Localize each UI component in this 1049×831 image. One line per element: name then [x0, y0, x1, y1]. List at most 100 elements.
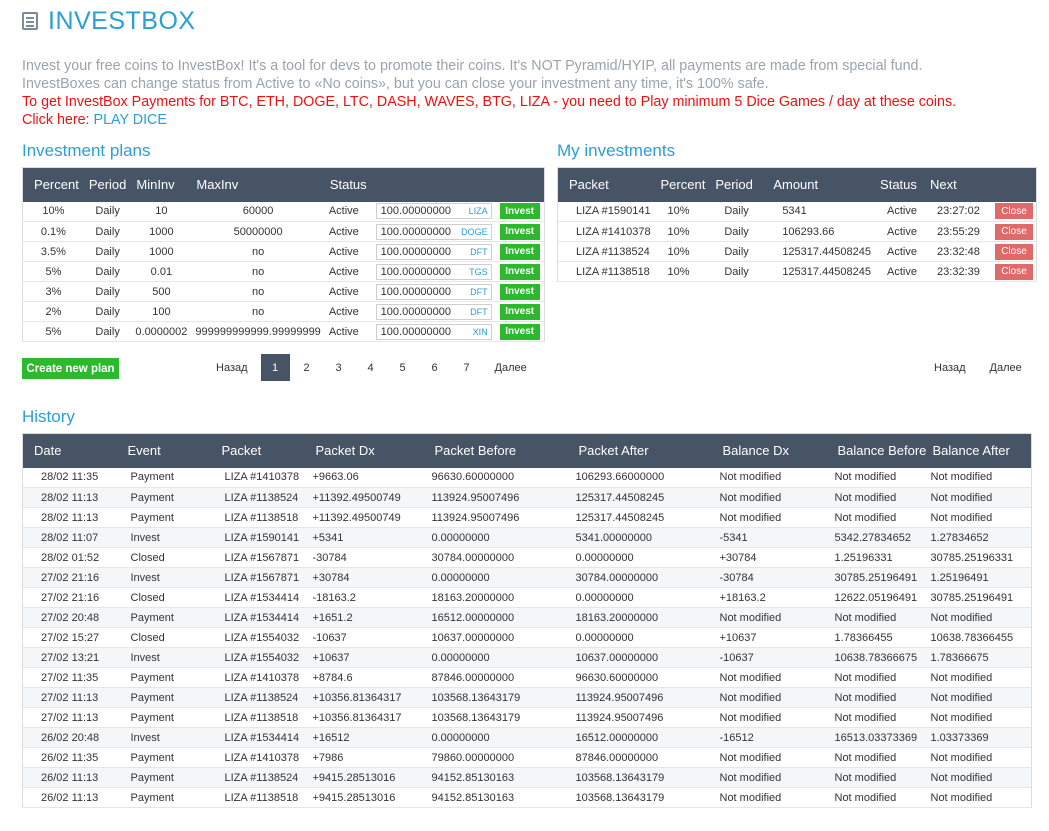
- plan-mininv: 10: [131, 201, 192, 222]
- history-col-event: Event: [116, 433, 211, 468]
- history-balance-before: 1.78366455: [826, 627, 929, 648]
- history-balance-after: Not modified: [928, 767, 1032, 788]
- invest-button[interactable]: Invest: [499, 303, 540, 320]
- history-balance-before: 12622.05196491: [826, 587, 929, 608]
- history-balance-after: Not modified: [928, 467, 1032, 488]
- history-packet-dx: +5341: [304, 527, 424, 548]
- plan-coin-label: DFT: [470, 246, 488, 257]
- history-table: Date Event Packet Packet Dx Packet Befor…: [22, 433, 1032, 808]
- history-balance-before: Not modified: [826, 507, 929, 528]
- close-investment-button[interactable]: Close: [995, 243, 1033, 260]
- plans-pagination: Назад 1 2 3 4 5 6 7 Далее: [204, 354, 539, 381]
- plan-period: Daily: [83, 321, 132, 342]
- history-event: Payment: [116, 687, 211, 708]
- my-investments-table: Packet Percent Period Amount Status Next…: [557, 167, 1037, 282]
- history-row: 27/02 11:13 Payment LIZA #1138518 +10356.81…: [22, 707, 1032, 728]
- history-packet-before: 0.00000000: [423, 567, 568, 588]
- history-event: Payment: [116, 747, 211, 768]
- intro-line-4: Click here: PLAY DICE: [22, 111, 1022, 129]
- plans-page-3[interactable]: 3: [335, 361, 342, 374]
- plan-amount-input[interactable]: [376, 225, 457, 238]
- history-event: Closed: [116, 547, 211, 568]
- plan-percent: 5%: [22, 321, 84, 342]
- my-col-packet: Packet: [557, 167, 656, 202]
- history-balance-dx: Not modified: [711, 707, 827, 728]
- invest-button[interactable]: Invest: [499, 263, 540, 280]
- plan-maxinv: 999999999999.99999999: [191, 321, 325, 342]
- plans-page-5[interactable]: 5: [399, 361, 406, 374]
- invest-button[interactable]: Invest: [499, 323, 540, 340]
- plan-amount-input[interactable]: [376, 205, 457, 218]
- history-packet-after: 10637.00000000: [567, 647, 712, 668]
- investment-action-cell: Close: [987, 241, 1037, 262]
- invest-button[interactable]: Invest: [499, 223, 540, 240]
- plan-amount-cell: XIN: [371, 321, 496, 342]
- history-row: 27/02 15:27 Closed LIZA #1554032 -10637 1063…: [22, 627, 1032, 648]
- play-dice-link[interactable]: PLAY DICE: [93, 112, 167, 128]
- close-investment-button[interactable]: Close: [995, 223, 1033, 240]
- plan-amount-input[interactable]: [376, 245, 457, 258]
- plan-status: Active: [324, 241, 372, 262]
- history-packet-dx: +1651.2: [304, 607, 424, 628]
- plans-pager-next[interactable]: Далее: [494, 361, 527, 374]
- history-packet-dx: -10637: [304, 627, 424, 648]
- close-investment-button[interactable]: Close: [995, 263, 1033, 280]
- plan-coin-label: TGS: [469, 266, 488, 277]
- history-col-balance-dx: Balance Dx: [711, 433, 827, 468]
- plans-page-6[interactable]: 6: [431, 361, 438, 374]
- investment-packet: LIZA #1590141: [557, 201, 656, 222]
- plan-amount-field: DFT: [375, 283, 492, 300]
- history-balance-dx: Not modified: [711, 687, 827, 708]
- history-packet-dx: -18163.2: [304, 587, 424, 608]
- plan-period: Daily: [83, 261, 132, 282]
- plan-maxinv: no: [191, 301, 325, 322]
- plan-amount-input[interactable]: [376, 305, 457, 318]
- history-balance-before: 16513.03373369: [826, 727, 929, 748]
- history-event: Payment: [116, 767, 211, 788]
- investment-row: LIZA #1138518 10% Daily 125317.44508245 Acti…: [557, 261, 1037, 282]
- plan-amount-input[interactable]: [376, 325, 457, 338]
- plan-amount-field: DFT: [375, 243, 492, 260]
- plan-amount-input[interactable]: [376, 265, 457, 278]
- click-here-label: Click here:: [22, 112, 90, 128]
- plans-page-1[interactable]: 1: [260, 354, 290, 381]
- history-row: 28/02 01:52 Closed LIZA #1567871 -30784 3078…: [22, 547, 1032, 568]
- invest-button[interactable]: Invest: [499, 283, 540, 300]
- my-pager-prev[interactable]: Назад: [934, 361, 966, 374]
- plan-coin-label: XIN: [472, 326, 488, 337]
- plan-action-cell: Invest: [495, 221, 545, 242]
- history-event: Payment: [116, 487, 211, 508]
- plan-action-cell: Invest: [495, 301, 545, 322]
- plan-period: Daily: [83, 241, 132, 262]
- close-investment-button[interactable]: Close: [995, 203, 1033, 220]
- history-balance-after: Not modified: [928, 787, 1032, 808]
- my-col-status: Status: [875, 167, 926, 202]
- history-row: 27/02 21:16 Invest LIZA #1567871 +30784 0.00…: [22, 567, 1032, 588]
- my-pager-next[interactable]: Далее: [989, 361, 1022, 374]
- history-event: Payment: [116, 707, 211, 728]
- my-col-next: Next: [925, 167, 988, 202]
- history-col-balance-before: Balance Before: [826, 433, 929, 468]
- create-new-plan-button[interactable]: Create new plan: [22, 358, 119, 379]
- plans-pager-prev[interactable]: Назад: [216, 361, 248, 374]
- plans-page-7[interactable]: 7: [463, 361, 470, 374]
- invest-button[interactable]: Invest: [499, 243, 540, 260]
- plans-page-4[interactable]: 4: [367, 361, 374, 374]
- history-event: Payment: [116, 467, 211, 488]
- plan-amount-input[interactable]: [376, 285, 457, 298]
- plan-coin-label: DFT: [470, 306, 488, 317]
- history-packet: LIZA #1554032: [210, 627, 305, 648]
- history-packet-after: 0.00000000: [567, 547, 712, 568]
- investment-packet: LIZA #1138518: [557, 261, 656, 282]
- plans-col-status: Status: [324, 167, 372, 202]
- history-date: 28/02 11:13: [22, 487, 117, 508]
- history-date: 26/02 11:13: [22, 787, 117, 808]
- history-balance-before: Not modified: [826, 767, 929, 788]
- plans-page-2[interactable]: 2: [303, 361, 310, 374]
- history-row: 26/02 20:48 Invest LIZA #1534414 +16512 0.00…: [22, 727, 1032, 748]
- history-balance-before: Not modified: [826, 487, 929, 508]
- history-balance-before: Not modified: [826, 687, 929, 708]
- invest-button[interactable]: Invest: [499, 203, 540, 220]
- plan-amount-cell: DFT: [371, 241, 496, 262]
